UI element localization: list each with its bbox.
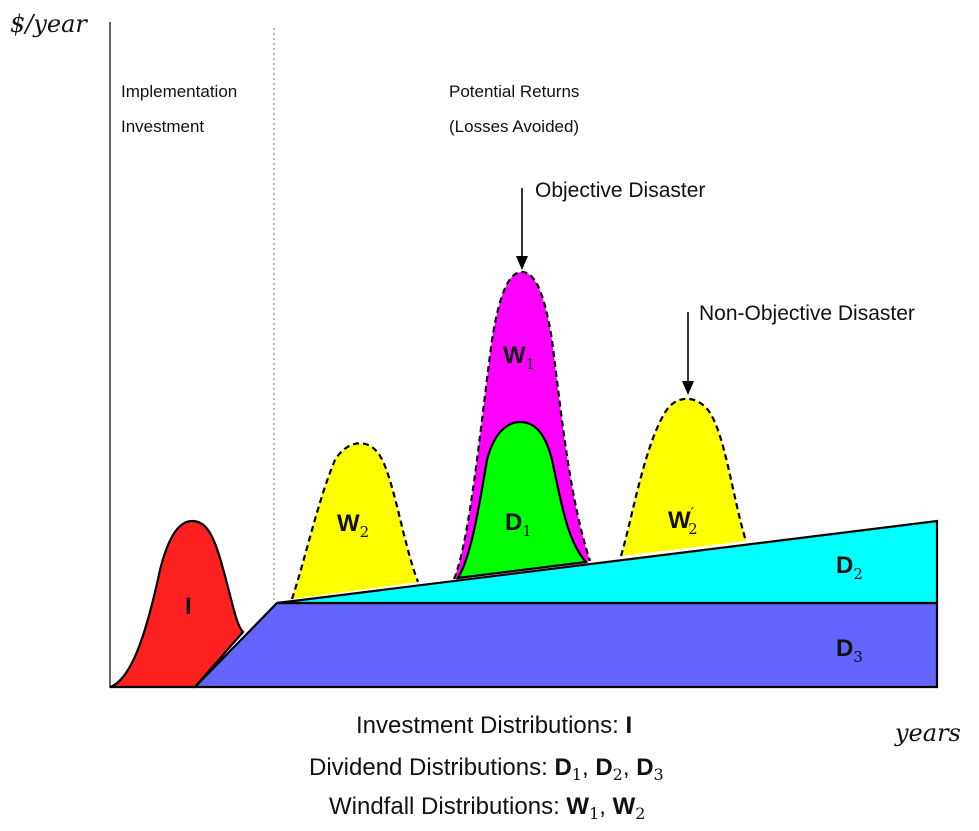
label-I: I: [185, 593, 192, 620]
implementation-label-line2: Investment: [121, 117, 204, 136]
d1-region: [455, 420, 589, 580]
objective-disaster-arrow: [516, 188, 528, 270]
label-D2: D2: [836, 552, 863, 583]
x-axis-label: years: [894, 719, 961, 747]
w2-outline: [290, 442, 420, 600]
y-axis-label: $/year: [10, 10, 88, 38]
d3-region: [192, 601, 939, 689]
label-W2-prime: W′ 2: [668, 504, 698, 538]
returns-label-line2: (Losses Avoided): [449, 117, 579, 136]
label-D3: D3: [836, 635, 863, 666]
w2-prime-outline: [619, 397, 748, 557]
legend-investment: Investment Distributions: I: [356, 712, 632, 739]
non-objective-disaster-arrow: [682, 312, 694, 395]
legend-dividend: Dividend Distributions: D1, D2, D3: [309, 754, 664, 784]
objective-disaster-label: Objective Disaster: [535, 179, 705, 202]
d2-region: [276, 519, 939, 605]
w2-prime-region: [621, 398, 746, 556]
non-objective-disaster-label: Non-Objective Disaster: [699, 302, 915, 325]
returns-label-line1: Potential Returns: [449, 82, 579, 101]
investment-bump: [109, 519, 245, 689]
label-D1: D1: [505, 509, 532, 540]
label-W1: W1: [503, 342, 535, 373]
w2-region: [292, 443, 418, 599]
w1-outline: [452, 270, 592, 580]
implementation-label-line1: Implementation: [121, 82, 237, 101]
label-W2: W2: [337, 510, 369, 541]
legend-windfall: Windfall Distributions: W1, W2: [329, 793, 645, 823]
